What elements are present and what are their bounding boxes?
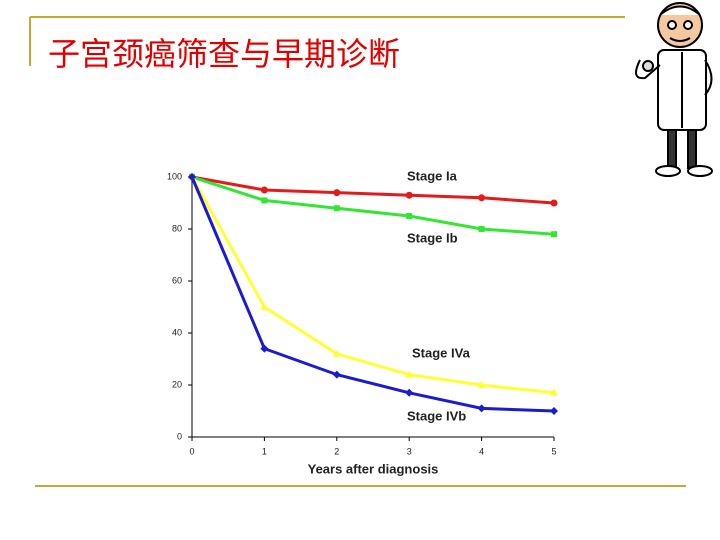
marker: [260, 186, 268, 194]
marker: [332, 349, 341, 357]
series-line: [191, 175, 555, 205]
doctor-illustration: [635, 2, 713, 177]
series-label: Stage Ib: [407, 230, 458, 245]
marker: [261, 197, 268, 204]
y-tick-label: 20: [172, 379, 182, 389]
marker: [478, 194, 486, 202]
marker: [188, 173, 196, 181]
slide-title: 子宫颈癌筛查与早期诊断: [48, 35, 400, 73]
x-tick-label: 3: [407, 446, 412, 456]
marker: [477, 381, 486, 388]
series-line: [190, 176, 555, 395]
marker: [332, 370, 341, 379]
series-label: Stage Ia: [407, 168, 458, 183]
x-axis-label: Years after diagnosis: [308, 461, 439, 476]
y-tick-label: 80: [172, 223, 182, 233]
marker: [550, 388, 558, 396]
marker: [550, 407, 558, 415]
marker: [478, 226, 485, 232]
x-tick-label: 4: [479, 446, 484, 456]
series-line: [191, 175, 555, 236]
x-tick-label: 5: [551, 446, 556, 456]
marker: [551, 231, 557, 238]
marker: [405, 370, 414, 378]
x-tick-label: 2: [334, 446, 339, 456]
y-tick-label: 0: [177, 431, 182, 441]
x-tick-label: 0: [189, 446, 194, 456]
y-tick-label: 100: [167, 171, 182, 181]
series-label: Stage IVa: [412, 345, 471, 360]
y-tick-label: 60: [172, 275, 182, 285]
marker: [477, 404, 486, 413]
marker: [550, 199, 558, 207]
series-label: Stage IVb: [407, 408, 466, 423]
marker: [260, 344, 269, 353]
marker: [405, 191, 413, 199]
series-line: [190, 176, 555, 413]
marker: [405, 388, 414, 397]
marker: [333, 189, 341, 197]
marker: [260, 303, 269, 310]
y-tick-label: 40: [172, 327, 182, 337]
x-tick-label: 1: [262, 446, 267, 456]
marker: [406, 213, 413, 219]
marker: [333, 205, 340, 212]
